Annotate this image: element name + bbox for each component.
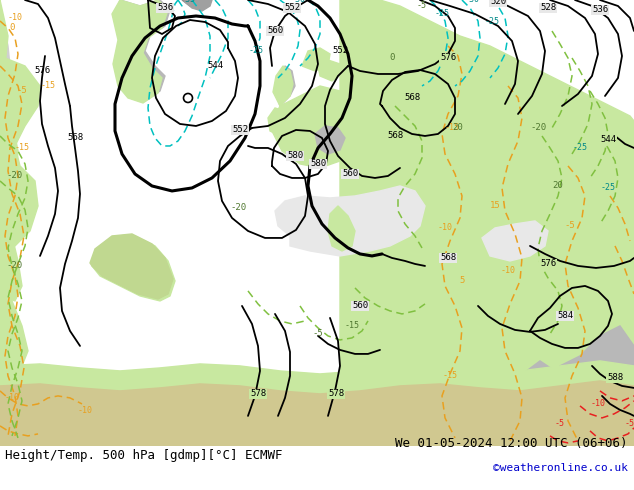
Text: 568: 568 xyxy=(440,253,456,263)
Polygon shape xyxy=(482,221,548,261)
Polygon shape xyxy=(302,48,330,71)
Text: Height/Temp. 500 hPa [gdmp][°C] ECMWF: Height/Temp. 500 hPa [gdmp][°C] ECMWF xyxy=(5,449,283,462)
Text: -10: -10 xyxy=(437,223,453,232)
Polygon shape xyxy=(273,66,293,106)
Text: 578: 578 xyxy=(328,390,344,398)
Text: 580: 580 xyxy=(287,151,303,160)
Text: -30: -30 xyxy=(290,0,306,4)
Text: 560: 560 xyxy=(352,301,368,311)
Polygon shape xyxy=(275,66,295,106)
Text: 20: 20 xyxy=(553,181,564,191)
Text: -25: -25 xyxy=(249,47,264,55)
Text: 20: 20 xyxy=(453,123,463,132)
Text: 520: 520 xyxy=(490,0,506,6)
Polygon shape xyxy=(182,0,210,10)
Polygon shape xyxy=(185,0,212,11)
Text: -10: -10 xyxy=(77,406,93,416)
Text: -15: -15 xyxy=(41,81,56,91)
Polygon shape xyxy=(275,186,425,256)
Text: 568: 568 xyxy=(387,131,403,141)
Text: 576: 576 xyxy=(34,67,50,75)
Polygon shape xyxy=(328,206,355,251)
Polygon shape xyxy=(315,126,345,154)
Text: -20: -20 xyxy=(230,203,246,213)
Text: 568: 568 xyxy=(404,94,420,102)
Text: -10: -10 xyxy=(4,393,20,402)
Polygon shape xyxy=(0,0,18,251)
Text: -5: -5 xyxy=(625,419,634,428)
Text: -5: -5 xyxy=(565,221,576,230)
Text: ©weatheronline.co.uk: ©weatheronline.co.uk xyxy=(493,463,628,473)
Polygon shape xyxy=(0,381,634,446)
Text: 576: 576 xyxy=(440,53,456,63)
Polygon shape xyxy=(0,0,40,256)
Text: -25: -25 xyxy=(434,9,450,19)
Text: 552: 552 xyxy=(232,125,248,134)
Text: -10: -10 xyxy=(590,399,605,408)
Text: 544: 544 xyxy=(207,61,223,71)
Text: 560: 560 xyxy=(267,26,283,35)
Text: -15: -15 xyxy=(344,321,359,330)
Polygon shape xyxy=(92,236,175,301)
Text: -25: -25 xyxy=(573,144,588,152)
Polygon shape xyxy=(0,366,38,446)
Polygon shape xyxy=(318,60,342,81)
Text: 5: 5 xyxy=(459,276,465,286)
Text: -5: -5 xyxy=(555,419,565,428)
Text: 560: 560 xyxy=(342,170,358,178)
Text: 552: 552 xyxy=(284,3,300,13)
Polygon shape xyxy=(90,234,173,299)
Text: -25: -25 xyxy=(484,18,500,26)
Text: 580: 580 xyxy=(310,159,326,169)
Polygon shape xyxy=(0,186,22,301)
Text: 536: 536 xyxy=(592,5,608,15)
Text: -20: -20 xyxy=(530,123,546,132)
Polygon shape xyxy=(268,108,288,136)
Text: -15: -15 xyxy=(444,123,460,132)
Polygon shape xyxy=(500,361,570,446)
Text: -5: -5 xyxy=(16,86,27,96)
Polygon shape xyxy=(272,86,360,168)
Text: 536: 536 xyxy=(157,3,173,13)
Polygon shape xyxy=(0,286,28,371)
Polygon shape xyxy=(0,0,18,126)
Text: -25: -25 xyxy=(600,183,616,193)
Text: 576: 576 xyxy=(540,259,556,269)
Text: -20: -20 xyxy=(6,172,22,180)
Polygon shape xyxy=(0,0,20,246)
Text: -20: -20 xyxy=(6,262,22,270)
Text: -5: -5 xyxy=(417,1,427,10)
Polygon shape xyxy=(112,0,168,103)
Polygon shape xyxy=(555,326,634,446)
Text: 552: 552 xyxy=(332,47,348,55)
Text: 584: 584 xyxy=(557,312,573,320)
Text: -15: -15 xyxy=(15,144,30,152)
Text: 568: 568 xyxy=(67,133,83,143)
Polygon shape xyxy=(340,0,634,446)
Text: 0: 0 xyxy=(389,53,395,63)
Text: -10: -10 xyxy=(500,267,515,275)
Polygon shape xyxy=(0,361,634,446)
Text: -5: -5 xyxy=(313,329,323,339)
Text: We 01-05-2024 12:00 UTC (06+06): We 01-05-2024 12:00 UTC (06+06) xyxy=(395,437,628,450)
Text: 0: 0 xyxy=(10,24,15,32)
Text: -10: -10 xyxy=(8,14,22,23)
Polygon shape xyxy=(0,0,15,306)
Text: -15: -15 xyxy=(443,371,458,380)
Text: -35: -35 xyxy=(181,0,195,4)
Text: -30: -30 xyxy=(465,0,479,4)
Text: 15: 15 xyxy=(489,201,500,210)
Text: 544: 544 xyxy=(600,135,616,145)
Polygon shape xyxy=(115,0,170,101)
Text: 528: 528 xyxy=(540,3,556,13)
Text: 578: 578 xyxy=(250,390,266,398)
Text: 588: 588 xyxy=(607,373,623,382)
